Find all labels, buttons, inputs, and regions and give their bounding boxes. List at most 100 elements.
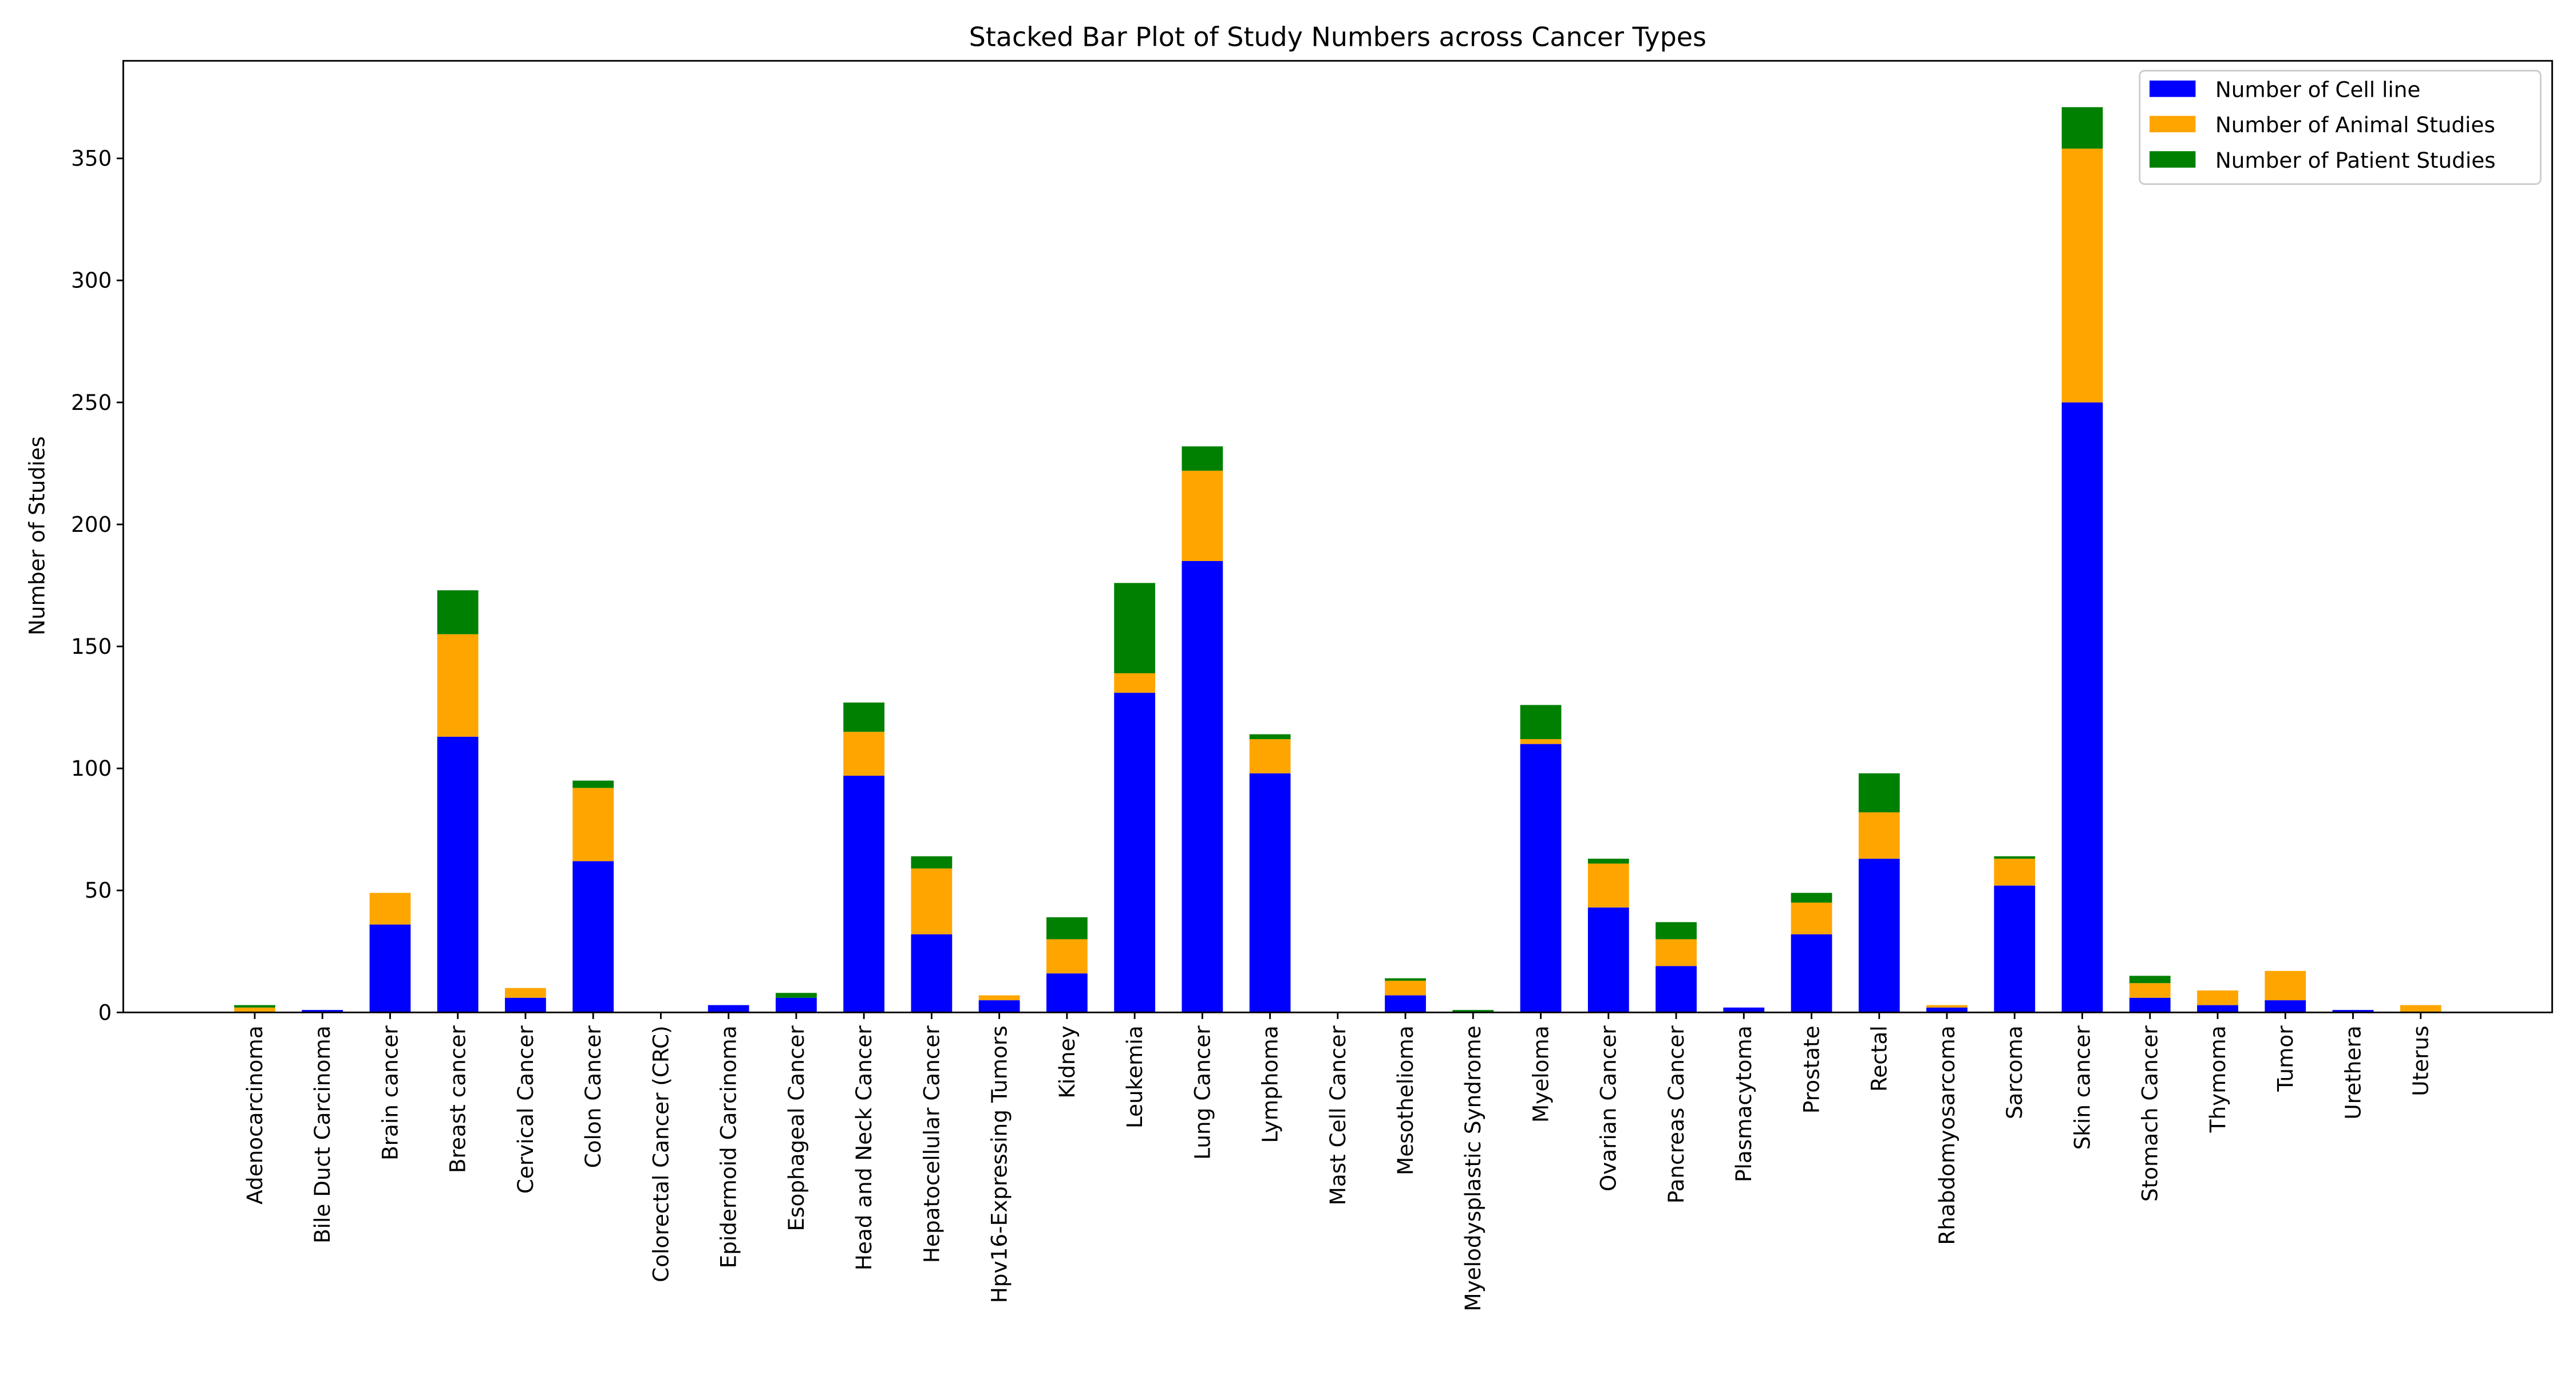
bar-segment-0-20: [1587, 907, 1629, 1013]
y-tick-label: 250: [71, 390, 112, 415]
bar-segment-1-26: [1994, 858, 2036, 886]
x-tick-label: Mesothelioma: [1393, 1025, 1418, 1175]
bar-segment-1-20: [1587, 863, 1629, 908]
x-tick-label: Pancreas Cancer: [1664, 1025, 1689, 1204]
x-tick-label: Skin cancer: [2069, 1025, 2095, 1150]
x-tick-label: Myelodysplastic Syndrome: [1460, 1025, 1485, 1311]
x-tick-label: Brain cancer: [377, 1025, 402, 1160]
y-tick-label: 50: [85, 878, 112, 903]
bar-segment-0-23: [1791, 934, 1832, 1013]
bar-segment-2-28: [2129, 976, 2171, 984]
bar-segment-2-27: [2061, 107, 2103, 149]
bar-segment-2-23: [1791, 893, 1832, 903]
bar-segment-1-27: [2061, 148, 2103, 402]
bar-segment-0-26: [1994, 885, 2036, 1013]
x-tick-label: Tumor: [2273, 1025, 2298, 1092]
bar-segment-2-5: [572, 780, 614, 788]
x-tick-label: Uterus: [2408, 1025, 2433, 1096]
legend-label: Number of Animal Studies: [2215, 112, 2495, 137]
bar-segment-0-1: [302, 1010, 343, 1013]
bar-segment-2-20: [1587, 858, 1629, 864]
bar-segment-0-24: [1858, 858, 1900, 1013]
bar-segment-1-19: [1520, 739, 1562, 744]
bar-segment-1-2: [369, 893, 411, 925]
x-tick-label: Rhabdomyosarcoma: [1934, 1025, 1959, 1245]
bar-segment-1-24: [1858, 812, 1900, 859]
bar-segment-2-13: [1114, 583, 1156, 673]
x-tick-label: Thymoma: [2205, 1025, 2230, 1133]
legend-swatch: [2150, 151, 2196, 168]
bar-segment-0-7: [708, 1005, 749, 1013]
bar-segment-1-15: [1249, 739, 1291, 773]
x-tick-label: Bile Duct Carcinoma: [310, 1025, 335, 1243]
bar-segment-2-17: [1385, 978, 1426, 981]
x-tick-label: Cervical Cancer: [513, 1025, 538, 1194]
bar-segment-0-15: [1249, 773, 1291, 1013]
bar-segment-0-14: [1182, 560, 1223, 1013]
x-tick-label: Head and Neck Cancer: [851, 1025, 876, 1270]
bar-segment-1-21: [1656, 939, 1697, 966]
y-tick-label: 200: [71, 512, 112, 537]
bar-segment-0-9: [843, 776, 885, 1013]
bar-segment-1-9: [843, 732, 885, 776]
x-tick-label: Esophageal Cancer: [784, 1025, 809, 1231]
x-tick-label: Epidermoid Carcinoma: [716, 1025, 741, 1268]
bar-segment-1-30: [2265, 970, 2306, 1001]
bar-segment-1-11: [978, 995, 1020, 1001]
legend-label: Number of Patient Studies: [2215, 148, 2496, 173]
bar-segment-0-4: [505, 997, 546, 1013]
y-axis-label: Number of Studies: [25, 436, 50, 635]
bar-segment-1-23: [1791, 902, 1832, 935]
bar-segment-0-10: [911, 934, 953, 1013]
x-tick-label: Lung Cancer: [1190, 1025, 1215, 1160]
bar-segment-1-10: [911, 868, 953, 935]
bar-segment-1-32: [2400, 1005, 2441, 1013]
plot-frame: [122, 60, 2553, 1013]
bar-segment-2-14: [1182, 446, 1223, 471]
bar-segment-0-25: [1926, 1007, 1967, 1013]
bar-segment-0-30: [2265, 1000, 2306, 1013]
bar-segment-2-15: [1249, 734, 1291, 740]
x-tick-label: Prostate: [1799, 1025, 1824, 1114]
bar-segment-2-0: [234, 1005, 275, 1008]
bar-segment-1-4: [505, 988, 546, 998]
bar-segment-0-31: [2332, 1010, 2374, 1013]
bar-segment-0-22: [1723, 1007, 1765, 1013]
bar-segment-2-8: [776, 993, 817, 998]
y-tick-label: 0: [98, 1000, 112, 1025]
bar-segment-0-11: [978, 1000, 1020, 1013]
bar-segment-2-18: [1452, 1010, 1494, 1013]
y-axis: 0 50 100 150 200 250 300 350: [71, 146, 124, 1025]
bar-segment-1-13: [1114, 673, 1156, 693]
bar-segment-0-29: [2197, 1005, 2238, 1013]
x-tick-label: Sarcoma: [2002, 1025, 2027, 1119]
bar-segment-0-5: [572, 861, 614, 1013]
bar-segment-1-28: [2129, 983, 2171, 998]
bar-segment-2-19: [1520, 705, 1562, 740]
bar-segment-2-9: [843, 702, 885, 732]
bar-segment-2-10: [911, 856, 953, 868]
y-tick-label: 300: [71, 268, 112, 293]
x-tick-label: Urethera: [2340, 1025, 2365, 1119]
bars-group: [234, 107, 2441, 1013]
chart-title: Stacked Bar Plot of Study Numbers across…: [969, 21, 1706, 52]
x-tick-label: Kidney: [1054, 1025, 1080, 1098]
x-tick-label: Hepatocellular Cancer: [919, 1025, 944, 1263]
x-tick-label: Breast cancer: [445, 1025, 471, 1173]
y-tick-label: 150: [71, 634, 112, 659]
x-tick-label: Myeloma: [1528, 1025, 1553, 1123]
x-tick-label: Ovarian Cancer: [1596, 1025, 1621, 1191]
bar-segment-2-26: [1994, 856, 2036, 859]
x-tick-label: Lymphoma: [1258, 1025, 1283, 1143]
x-tick-label: Colorectal Cancer (CRC): [648, 1025, 673, 1282]
x-tick-label: Stomach Cancer: [2138, 1025, 2163, 1202]
x-tick-label: Colon Cancer: [580, 1025, 606, 1168]
bar-segment-0-21: [1656, 966, 1697, 1013]
x-tick-label: Hpv16-Expressing Tumors: [987, 1025, 1012, 1303]
bar-segment-2-24: [1858, 773, 1900, 812]
bar-segment-2-12: [1046, 917, 1088, 939]
y-tick-label: 100: [71, 756, 112, 781]
x-tick-label: Mast Cell Cancer: [1325, 1025, 1350, 1206]
bar-segment-1-17: [1385, 981, 1426, 996]
